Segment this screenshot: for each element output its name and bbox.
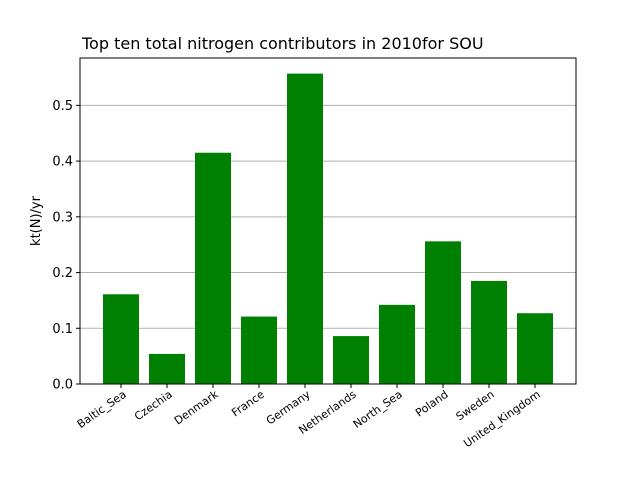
x-tick-label: Denmark xyxy=(172,387,221,427)
bar-poland xyxy=(425,241,461,384)
y-tick-label: 0.1 xyxy=(52,322,73,337)
bar-denmark xyxy=(195,152,231,384)
chart-title: Top ten total nitrogen contributors in 2… xyxy=(81,34,484,53)
y-tick-label: 0.0 xyxy=(52,378,73,393)
bar-sweden xyxy=(471,280,507,384)
bars xyxy=(103,73,553,384)
x-tick-label: Baltic_Sea xyxy=(75,388,129,431)
y-tick-label: 0.5 xyxy=(52,99,73,114)
plot-frame xyxy=(79,57,577,385)
bar-baltic-sea xyxy=(103,294,139,384)
x-tick-label: Sweden xyxy=(454,388,497,424)
y-tick-label: 0.2 xyxy=(52,266,73,281)
x-tick-label: North_Sea xyxy=(351,388,405,431)
bar-czechia xyxy=(149,353,185,384)
y-tick-label: 0.4 xyxy=(52,155,73,170)
bar-germany xyxy=(287,73,323,384)
x-tick-label: Czechia xyxy=(132,388,175,423)
x-tick-label: Poland xyxy=(413,388,451,420)
x-tick-label: France xyxy=(229,388,267,420)
y-axis-ticks: 0.0 0.1 0.2 0.3 0.4 0.5 xyxy=(52,99,80,393)
y-tick-label: 0.3 xyxy=(52,210,73,225)
bar-north-sea xyxy=(379,304,415,384)
y-axis-label: kt(N)/yr xyxy=(29,195,44,246)
x-tick-label: United_Kingdom xyxy=(461,388,542,450)
bar-france xyxy=(241,316,277,384)
bar-netherlands xyxy=(333,336,369,384)
bar-united-kingdom xyxy=(517,313,553,384)
